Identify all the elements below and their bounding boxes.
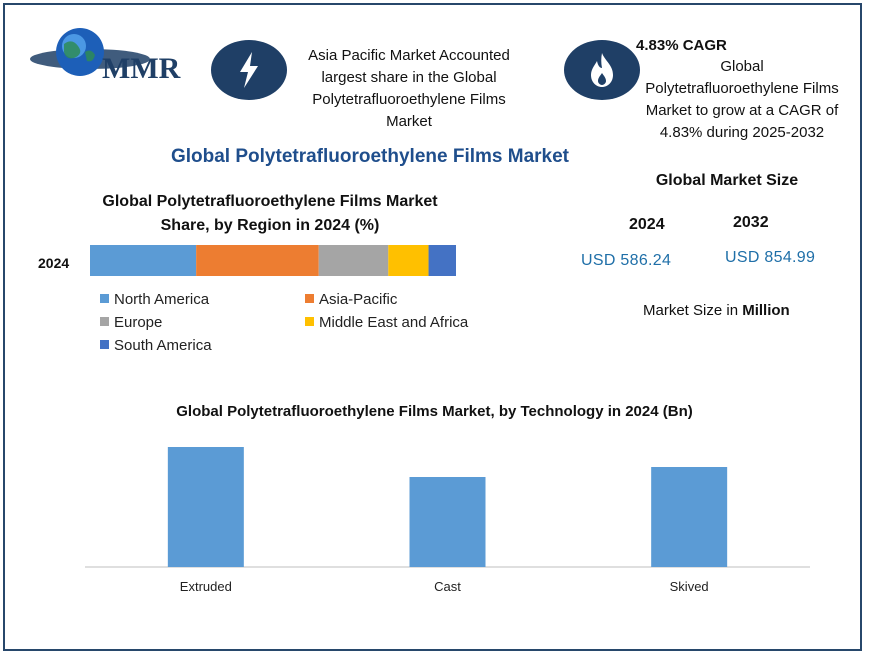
year-2024-label: 2024 <box>629 216 665 233</box>
info-left-line-4: Market <box>386 113 432 130</box>
legend-label: North America <box>114 291 210 308</box>
bar-cast <box>409 477 486 567</box>
info-right-line-3: Market to grow at a CAGR of <box>645 102 839 119</box>
page-title: Global Polytetrafluoroethylene Films Mar… <box>170 146 570 167</box>
asia-pacific-info: Asia Pacific Market Accounted largest sh… <box>280 45 538 133</box>
mmr-logo: MMR <box>30 22 200 92</box>
info-right-line-1: Global <box>720 58 764 75</box>
svg-text:MMR: MMR <box>102 52 181 85</box>
unit-prefix: Market Size in <box>643 302 743 319</box>
lightning-icon <box>211 40 287 100</box>
market-value-2024: USD 586.24 <box>581 252 672 269</box>
legend-label: Asia-Pacific <box>319 291 398 308</box>
legend-swatch <box>100 340 109 349</box>
market-size-unit: Market Size in Million <box>643 302 790 319</box>
bar-skived <box>651 467 728 567</box>
info-left-line-3: Polytetrafluoroethylene Films <box>312 91 506 108</box>
technology-chart-title: Global Polytetrafluoroethylene Films Mar… <box>176 403 693 420</box>
legend-swatch <box>305 294 314 303</box>
stack-segment-south-america <box>428 245 456 276</box>
legend-swatch <box>305 317 314 326</box>
cagr-title: 4.83% CAGR <box>636 37 727 54</box>
legend-label: Europe <box>114 314 163 331</box>
legend-swatch <box>100 317 109 326</box>
page-frame <box>3 3 862 651</box>
cagr-info: Global Polytetrafluoroethylene Films Mar… <box>622 56 862 144</box>
market-size-title: Global Market Size <box>655 172 799 189</box>
technology-bar-chart: Extruded Cast Skived <box>85 447 810 594</box>
legend-europe: Europe <box>100 314 162 331</box>
legend-label: South America <box>114 337 212 354</box>
legend-label: Middle East and Africa <box>319 314 469 331</box>
x-tick-label: Cast <box>434 579 461 594</box>
info-left-line-1: Asia Pacific Market Accounted <box>308 47 510 64</box>
unit-bold: Million <box>742 302 790 319</box>
stack-segment-middle-east-and-africa <box>388 245 429 276</box>
share-stacked-bar <box>90 245 456 276</box>
info-right-line-4: 4.83% during 2025-2032 <box>659 124 825 141</box>
info-right-line-2: Polytetrafluoroethylene Films <box>645 80 839 97</box>
market-value-2032: USD 854.99 <box>725 249 816 266</box>
x-tick-label: Skived <box>670 579 709 594</box>
info-left-line-2: largest share in the Global <box>321 69 497 86</box>
legend-swatch <box>100 294 109 303</box>
stack-segment-north-america <box>90 245 197 276</box>
legend-north-america: North America <box>100 291 209 308</box>
year-2032-label: 2032 <box>733 214 769 231</box>
legend-south-america: South America <box>100 337 212 354</box>
x-tick-label: Extruded <box>180 579 232 594</box>
flame-icon <box>564 40 640 100</box>
legend-asia-pacific: Asia-Pacific <box>305 291 397 308</box>
stack-segment-asia-pacific <box>196 245 319 276</box>
share-chart-title: Global Polytetrafluoroethylene Films Mar… <box>102 193 438 234</box>
legend-mea: Middle East and Africa <box>305 314 468 331</box>
bar-extruded <box>167 447 244 567</box>
share-year-label: 2024 <box>38 255 70 271</box>
stack-segment-europe <box>318 245 389 276</box>
